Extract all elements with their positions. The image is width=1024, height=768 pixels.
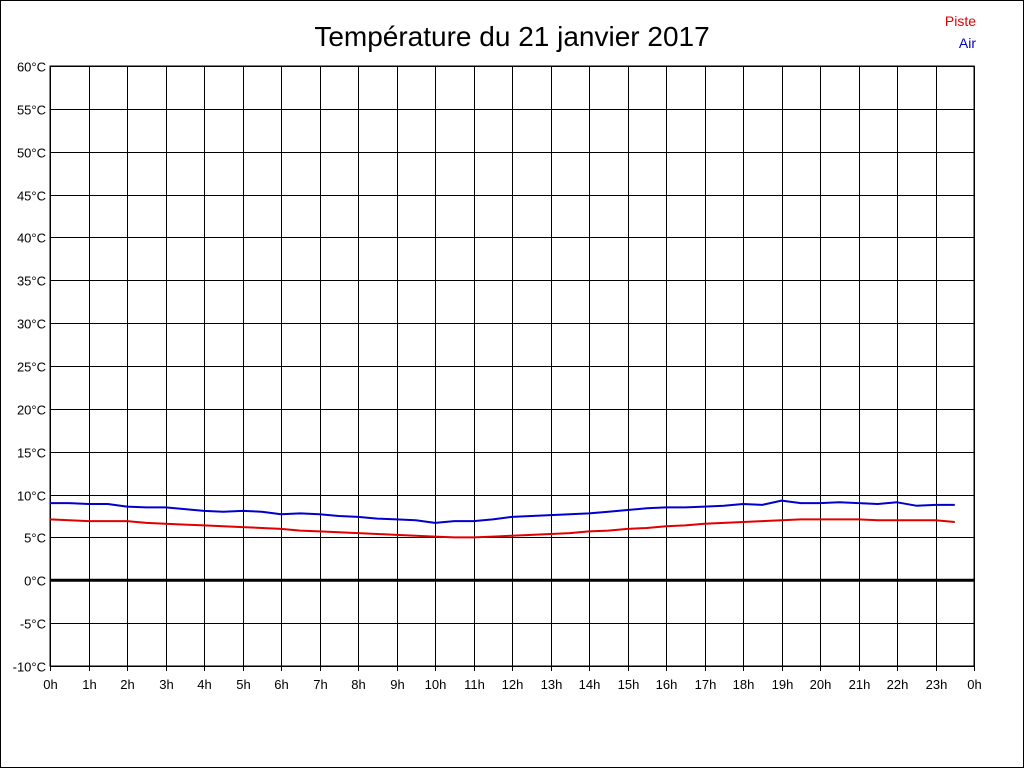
y-tick-label: 25°C	[17, 360, 46, 375]
x-tick-label: 18h	[733, 677, 755, 692]
legend-entry-air: Air	[959, 35, 976, 51]
y-axis-ticks: 60°C 55°C 50°C 45°C 40°C 35°C 30°C 25°C 20°C 15°C…	[13, 60, 46, 675]
y-tick-label: 60°C	[17, 60, 46, 75]
x-tick-label: 1h	[82, 677, 96, 692]
y-tick-label: 0°C	[24, 574, 46, 589]
chart-series	[49, 499, 955, 539]
chart-grid	[49, 65, 975, 671]
x-tick-label: 20h	[810, 677, 832, 692]
x-tick-label: 8h	[351, 677, 365, 692]
y-tick-label: 5°C	[24, 531, 46, 546]
x-tick-label: 5h	[236, 677, 250, 692]
x-tick-label: 2h	[120, 677, 134, 692]
y-tick-label: 20°C	[17, 403, 46, 418]
x-tick-label: 21h	[849, 677, 871, 692]
series-line-piste	[49, 518, 955, 539]
chart-legend: Piste Air	[945, 13, 976, 51]
y-tick-label: 15°C	[17, 446, 46, 461]
y-tick-label: 45°C	[17, 189, 46, 204]
x-tick-label: 9h	[390, 677, 404, 692]
y-tick-label: 40°C	[17, 231, 46, 246]
x-tick-label: 16h	[656, 677, 678, 692]
x-tick-label: 19h	[772, 677, 794, 692]
y-tick-label: 35°C	[17, 274, 46, 289]
x-tick-label: 0h	[967, 677, 981, 692]
y-tick-label: 30°C	[17, 317, 46, 332]
x-tick-label: 17h	[695, 677, 717, 692]
x-tick-label: 4h	[197, 677, 211, 692]
x-tick-label: 3h	[159, 677, 173, 692]
x-tick-label: 10h	[425, 677, 447, 692]
x-tick-label: 6h	[274, 677, 288, 692]
x-tick-label: 14h	[579, 677, 601, 692]
x-tick-label: 11h	[464, 677, 485, 692]
chart-title: Température du 21 janvier 2017	[314, 21, 709, 52]
y-tick-label: 10°C	[17, 489, 46, 504]
y-tick-label: 50°C	[17, 146, 46, 161]
x-tick-label: 23h	[926, 677, 948, 692]
x-tick-label: 0h	[43, 677, 57, 692]
x-tick-label: 15h	[618, 677, 640, 692]
series-line-air	[50, 499, 955, 524]
y-tick-label: -10°C	[13, 660, 46, 675]
legend-entry-piste: Piste	[945, 13, 976, 29]
y-tick-label: 55°C	[17, 103, 46, 118]
y-tick-label: -5°C	[20, 617, 46, 632]
x-axis-ticks: 0h 1h 2h 3h 4h 5h 6h 7h 8h 9h 10h 11h 12h 13h 14h 15h 16…	[43, 677, 981, 692]
x-tick-label: 22h	[887, 677, 909, 692]
x-tick-label: 12h	[502, 677, 524, 692]
x-tick-label: 13h	[541, 677, 563, 692]
x-tick-label: 7h	[313, 677, 327, 692]
